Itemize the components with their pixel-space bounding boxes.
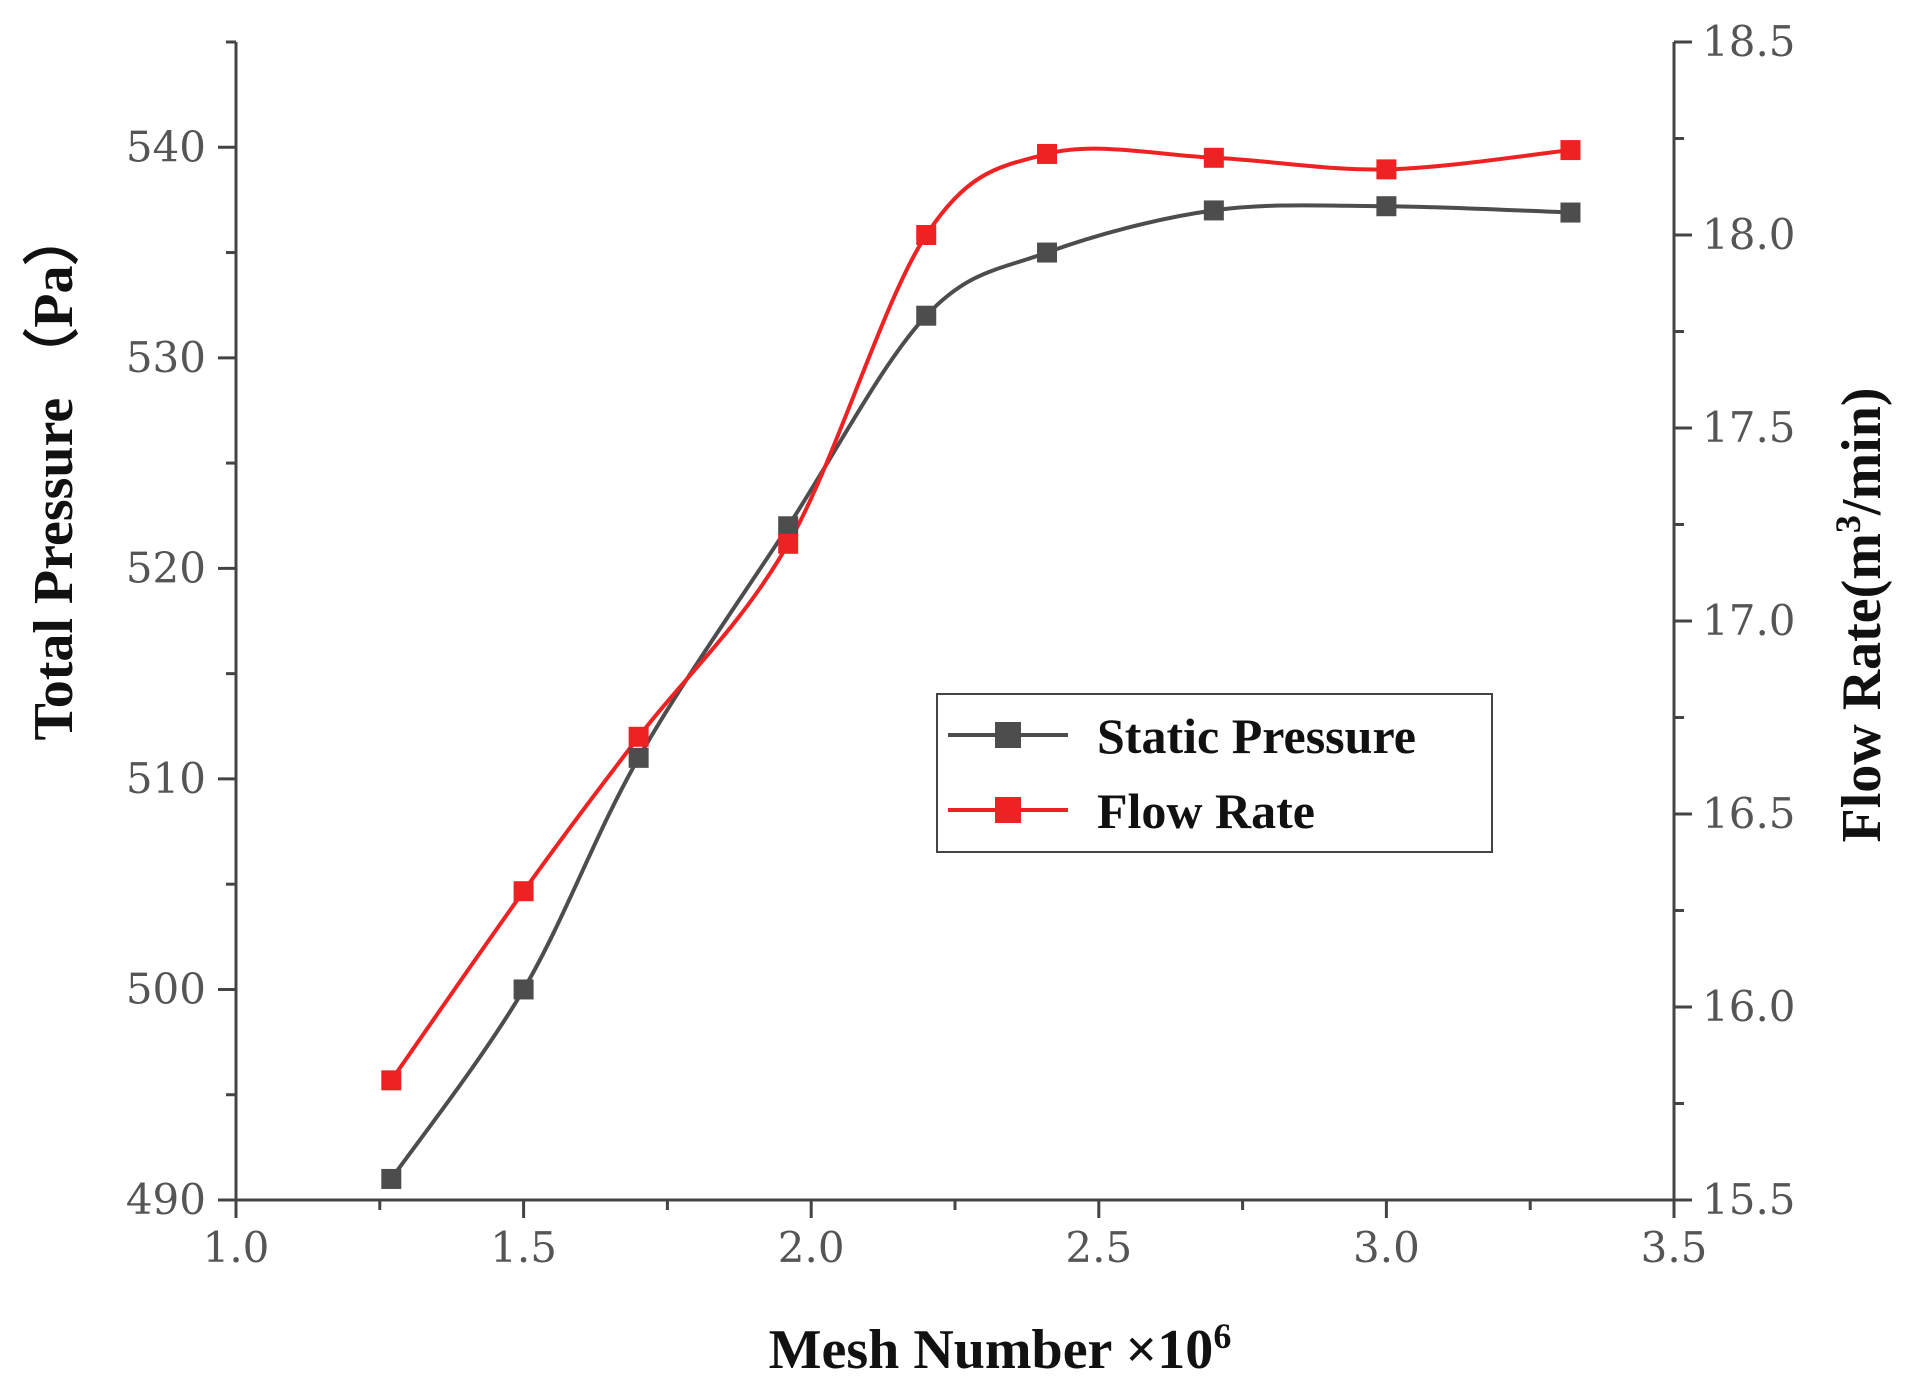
point-flow-rate-5 (1037, 143, 1058, 164)
point-static-pressure-4 (916, 305, 937, 326)
plot-lines (389, 146, 1571, 1181)
point-flow-rate-6 (1203, 147, 1224, 168)
point-flow-rate-0 (381, 1070, 402, 1091)
y-left-tick-label-2: 510 (126, 754, 206, 803)
legend-label-static-pressure: Static Pressure (1097, 708, 1416, 764)
y-axis-left-title: Total Pressure （Pa） (22, 210, 85, 741)
y-left-tick-label-1: 500 (126, 964, 206, 1013)
point-static-pressure-2 (628, 747, 649, 768)
y-left-tick-label-3: 520 (126, 543, 206, 592)
x-axis-title: Mesh Number ×106 (769, 1316, 1232, 1381)
legend-box (936, 693, 1493, 853)
x-tick-label-5: 3.5 (1641, 1223, 1708, 1272)
point-static-pressure-8 (1560, 202, 1581, 223)
y-right-tick-label-0: 15.5 (1702, 1175, 1796, 1224)
legend: Static Pressure Flow Rate (936, 693, 1493, 853)
legend-item-flow-rate: Flow Rate (948, 783, 1315, 839)
point-static-pressure-3 (778, 516, 799, 537)
legend-item-static-pressure: Static Pressure (948, 708, 1416, 764)
y-right-tick-label-4: 17.5 (1702, 403, 1796, 452)
x-tick-label-1: 1.5 (490, 1223, 557, 1272)
y-axis-right-title: Flow Rate(m3/min) (1828, 387, 1893, 842)
point-flow-rate-1 (513, 881, 534, 902)
y-left-tick-label-4: 530 (126, 333, 206, 382)
point-static-pressure-5 (1037, 242, 1058, 263)
legend-marker-static-pressure (995, 722, 1021, 748)
x-tick-label-0: 1.0 (203, 1223, 270, 1272)
x-tick-label-4: 3.0 (1353, 1223, 1420, 1272)
legend-label-flow-rate: Flow Rate (1097, 783, 1315, 839)
point-flow-rate-3 (778, 533, 799, 554)
y-right-tick-label-5: 18.0 (1702, 210, 1796, 259)
axes: 1.0 1.5 2.0 2.5 3.0 3.5 490 500 510 520 530 540 15.5… (126, 17, 1796, 1272)
series-line-flow-rate (389, 146, 1571, 1082)
series-line-static-pressure (389, 203, 1571, 1181)
point-flow-rate-2 (628, 726, 649, 747)
point-flow-rate-8 (1560, 140, 1581, 161)
point-flow-rate-7 (1376, 159, 1397, 180)
y-right-tick-label-3: 17.0 (1702, 596, 1796, 645)
x-tick-label-2: 2.0 (778, 1223, 845, 1272)
point-static-pressure-7 (1376, 196, 1397, 217)
point-static-pressure-6 (1203, 200, 1224, 221)
point-flow-rate-4 (916, 225, 937, 245)
plot-markers (381, 140, 1581, 1189)
y-left-tick-label-0: 490 (126, 1175, 206, 1224)
y-right-tick-label-1: 16.0 (1702, 982, 1796, 1031)
y-left-tick-label-5: 540 (126, 122, 206, 171)
point-static-pressure-1 (513, 979, 534, 1000)
legend-marker-flow-rate (995, 797, 1021, 823)
point-static-pressure-0 (381, 1168, 402, 1189)
y-right-tick-label-6: 18.5 (1702, 17, 1796, 66)
x-tick-label-3: 2.5 (1065, 1223, 1132, 1272)
y-right-tick-label-2: 16.5 (1702, 789, 1796, 838)
